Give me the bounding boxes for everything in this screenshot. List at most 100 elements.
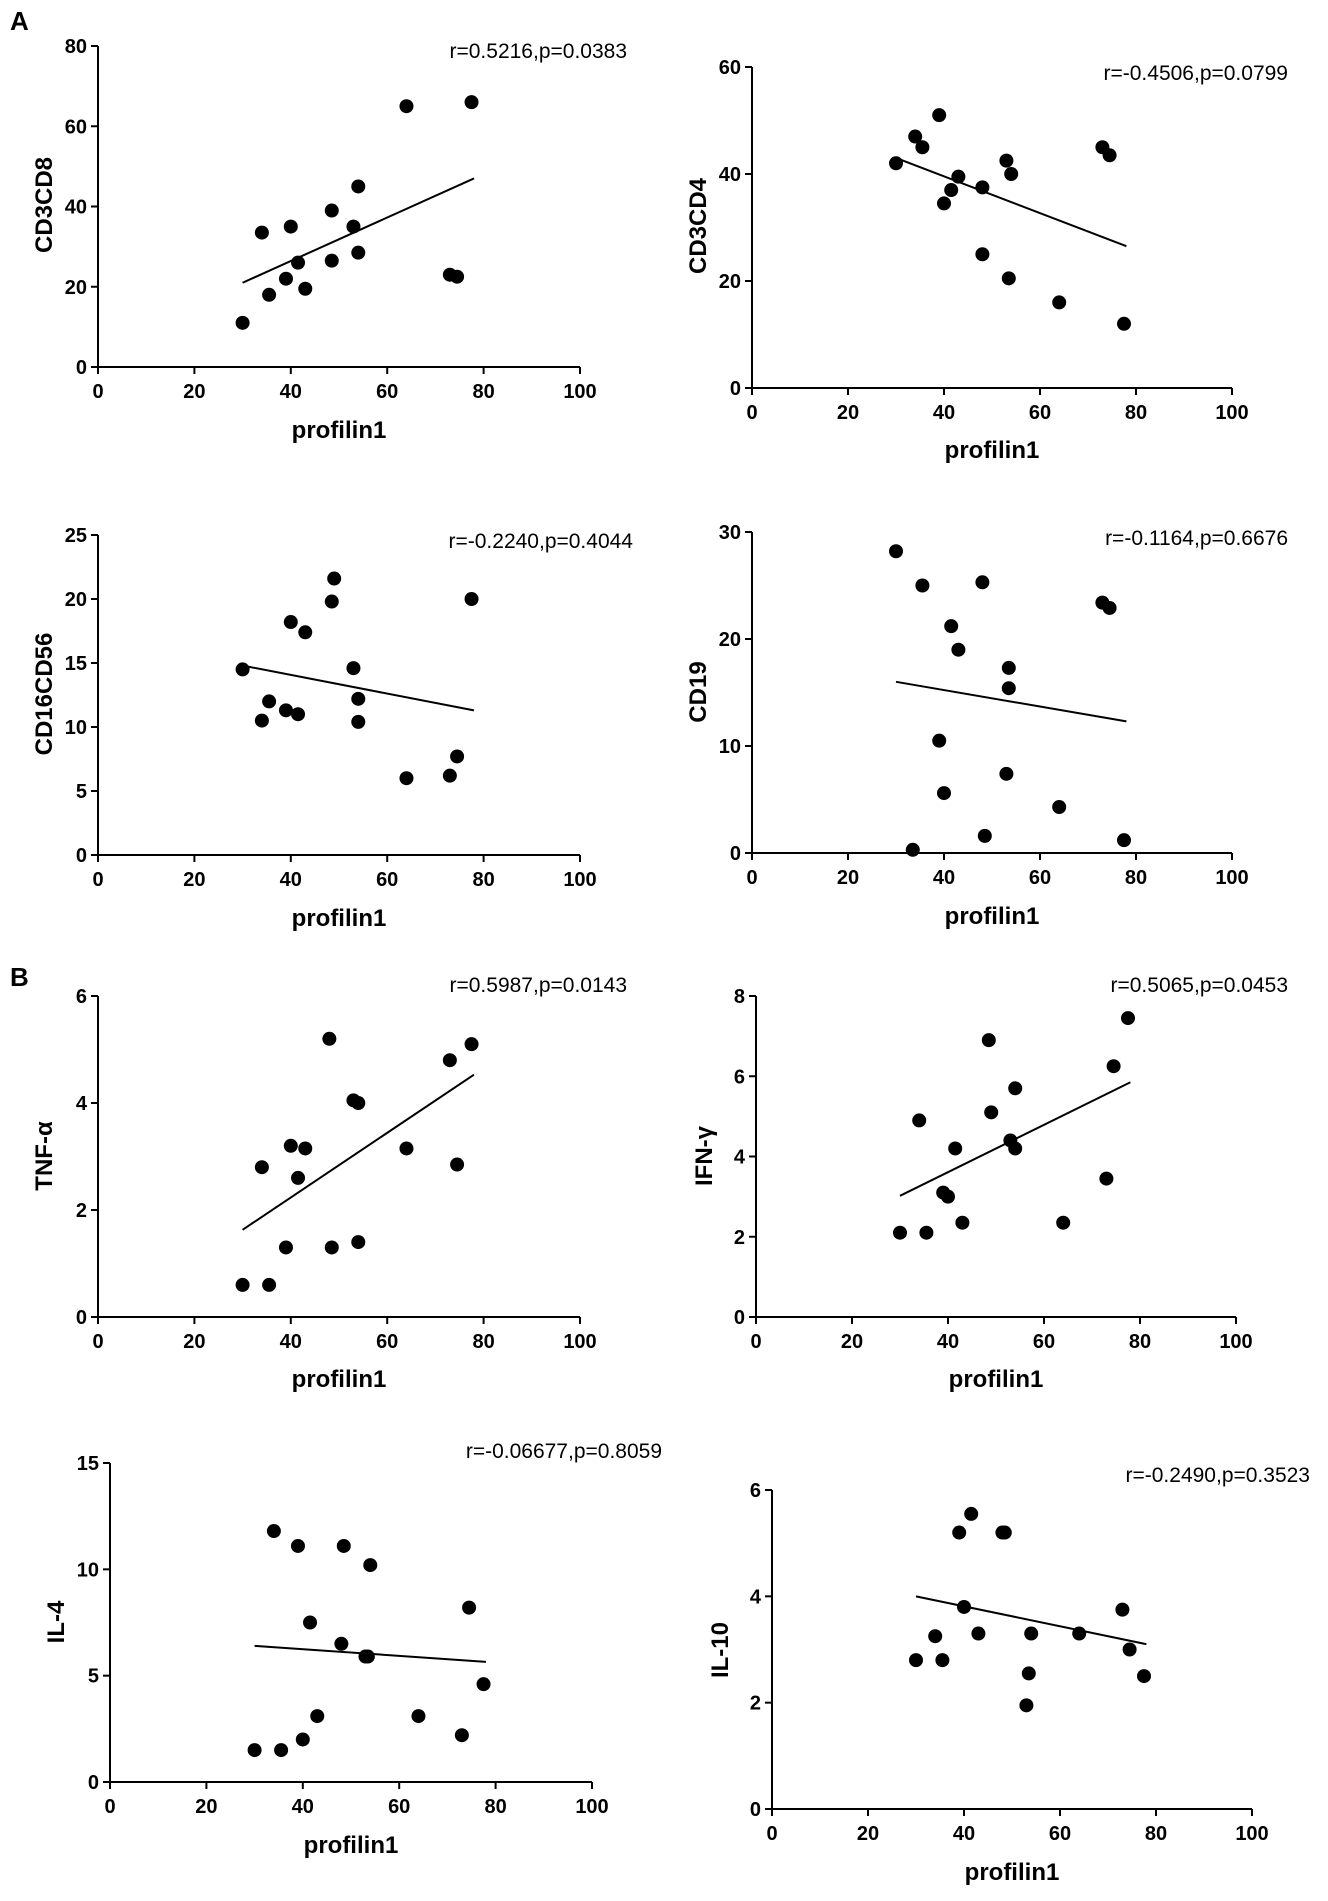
x-tick-label: 60: [1029, 867, 1051, 889]
data-point: [254, 1160, 269, 1175]
data-point: [1121, 1011, 1135, 1026]
data-point: [915, 578, 930, 593]
correlation-stat: r=0.5065,p=0.0453: [1111, 974, 1289, 997]
correlation-stat: r=0.5216,p=0.0383: [450, 40, 628, 63]
y-tick-label: 10: [65, 717, 87, 739]
x-tick-label: 20: [183, 869, 205, 891]
data-point: [1052, 295, 1067, 310]
data-point: [909, 1653, 923, 1668]
x-tick-label: 0: [750, 1331, 761, 1353]
data-point: [399, 1141, 414, 1156]
x-tick-label: 20: [841, 1331, 863, 1353]
x-tick-label: 40: [953, 1823, 975, 1845]
x-tick-label: 0: [746, 402, 757, 424]
y-tick-label: 6: [750, 1480, 761, 1502]
y-tick-label: 0: [76, 357, 87, 379]
y-tick-label: 30: [719, 522, 741, 544]
data-point: [1115, 1602, 1130, 1617]
data-point: [454, 1728, 469, 1743]
data-point: [464, 1037, 479, 1052]
x-tick-label: 0: [746, 867, 757, 889]
data-point: [997, 1525, 1012, 1540]
x-tick-label: 20: [857, 1823, 879, 1845]
data-point: [442, 768, 457, 783]
data-point: [235, 1277, 250, 1292]
x-tick-label: 20: [837, 867, 859, 889]
data-point: [324, 1240, 339, 1255]
y-tick-label: 20: [719, 271, 741, 293]
y-axis-label: IL-4: [43, 1600, 70, 1643]
data-point: [1117, 316, 1131, 331]
data-point: [1102, 600, 1117, 615]
data-point: [1001, 681, 1016, 696]
data-point: [951, 169, 966, 184]
y-tick-label: 2: [76, 1200, 87, 1222]
data-point: [889, 544, 903, 559]
data-point: [1122, 1642, 1137, 1657]
data-point: [303, 1615, 318, 1630]
data-point: [291, 1170, 306, 1185]
y-tick-label: 2: [750, 1693, 761, 1715]
data-point: [1137, 1669, 1151, 1684]
data-point: [324, 253, 339, 268]
x-tick-label: 20: [195, 1796, 217, 1818]
scatter-chart-2: 0 20 40 60 0 20 40 60 80 100 profilin1 CD3CD4 r=-0.4…: [685, 57, 1288, 464]
x-tick-label: 100: [1215, 402, 1248, 424]
y-tick-label: 15: [65, 653, 87, 675]
data-point: [291, 707, 306, 722]
data-point: [324, 203, 339, 218]
x-tick-label: 100: [563, 381, 596, 403]
data-point: [351, 691, 366, 706]
y-tick-label: 0: [76, 1307, 87, 1329]
data-point: [298, 281, 313, 296]
correlation-stat: r=0.5987,p=0.0143: [450, 974, 628, 997]
data-point: [254, 713, 269, 728]
x-tick-label: 60: [1033, 1331, 1055, 1353]
correlation-stat: r=-0.4506,p=0.0799: [1104, 62, 1289, 85]
x-tick-label: 40: [280, 1331, 302, 1353]
y-tick-label: 0: [734, 1307, 745, 1329]
data-point: [915, 140, 930, 155]
y-axis-label: IL-10: [707, 1622, 734, 1678]
y-tick-label: 0: [76, 845, 87, 867]
data-point: [283, 1138, 298, 1153]
data-point: [912, 1113, 927, 1128]
data-point: [975, 247, 990, 262]
data-point: [935, 1653, 950, 1668]
y-tick-label: 60: [719, 57, 741, 79]
data-point: [1019, 1698, 1034, 1713]
y-tick-label: 20: [65, 277, 87, 299]
y-axis-label: TNF-α: [31, 1121, 58, 1191]
data-point: [291, 255, 306, 270]
x-tick-label: 80: [1129, 1331, 1151, 1353]
data-point: [948, 1141, 963, 1156]
data-point: [334, 1636, 349, 1651]
data-point: [399, 771, 414, 786]
x-tick-label: 100: [563, 1331, 596, 1353]
data-point: [298, 1141, 313, 1156]
scatter-chart-1: 0 20 40 60 80 0 20 40 60 80 100 profilin1 CD3CD8 r=0.…: [31, 36, 627, 444]
data-point: [964, 1506, 979, 1521]
data-point: [957, 1599, 971, 1614]
data-point: [464, 95, 479, 110]
data-point: [450, 269, 465, 284]
x-tick-label: 40: [280, 381, 302, 403]
x-tick-label: 40: [292, 1796, 314, 1818]
y-axis-label: CD3CD8: [31, 157, 58, 253]
x-tick-label: 40: [933, 402, 955, 424]
regression-line: [242, 1073, 475, 1231]
data-point: [476, 1677, 491, 1692]
data-point: [336, 1538, 351, 1553]
x-tick-label: 60: [388, 1796, 410, 1818]
data-point: [462, 1600, 477, 1615]
data-point: [290, 1538, 305, 1553]
data-point: [971, 1626, 986, 1641]
x-tick-label: 100: [1235, 1823, 1268, 1845]
x-tick-label: 40: [937, 1331, 959, 1353]
data-point: [932, 733, 947, 748]
x-tick-label: 100: [1219, 1331, 1252, 1353]
x-axis-label: profilin1: [965, 1859, 1060, 1886]
